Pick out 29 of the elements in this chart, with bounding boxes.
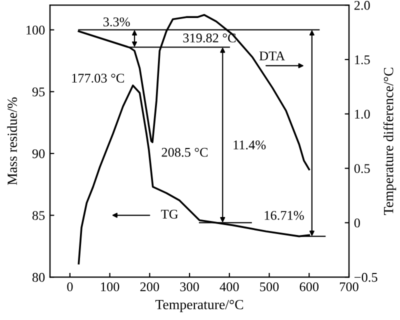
y-tick-label: 80 <box>32 272 45 282</box>
y-tick-label: 90 <box>32 149 45 158</box>
x-axis-title: Temperature/°C <box>155 300 244 312</box>
x-tick-label: 300 <box>180 282 199 292</box>
y-tick-label: 100 <box>26 26 45 35</box>
y2-tick-label: 1.5 <box>355 55 370 64</box>
y2-tick-label: −0.5 <box>354 272 378 282</box>
y-tick-label: 95 <box>32 88 45 96</box>
x-tick-label: 600 <box>300 282 319 292</box>
x-tick-label: 400 <box>220 282 239 292</box>
x-tick-label: 0 <box>67 282 73 292</box>
annotation: TG <box>161 210 178 219</box>
annotation: 16.71% <box>264 210 304 220</box>
y2-tick-label: 2.0 <box>354 0 370 10</box>
annotation: 177.03 °C <box>72 74 124 83</box>
annotation: DTA <box>259 52 285 60</box>
x-tick-label: 200 <box>140 282 160 292</box>
y-axis-title: Mass residue/% <box>7 97 18 185</box>
y2-axis-title: Temperature difference/°C <box>383 68 396 215</box>
x-tick-label: 100 <box>101 282 120 292</box>
annotation: 11.4% <box>234 140 266 150</box>
annotation: 208.5 °C <box>162 148 208 157</box>
y2-tick-label: 0.5 <box>354 164 370 174</box>
x-tick-label: 700 <box>340 282 358 292</box>
y2-tick-label: 1.0 <box>355 110 370 119</box>
y2-tick-label: 0 <box>354 218 360 228</box>
x-tick-label: 500 <box>260 282 279 292</box>
annotation: 3.3% <box>103 17 130 26</box>
y-tick-label: 85 <box>32 211 45 220</box>
